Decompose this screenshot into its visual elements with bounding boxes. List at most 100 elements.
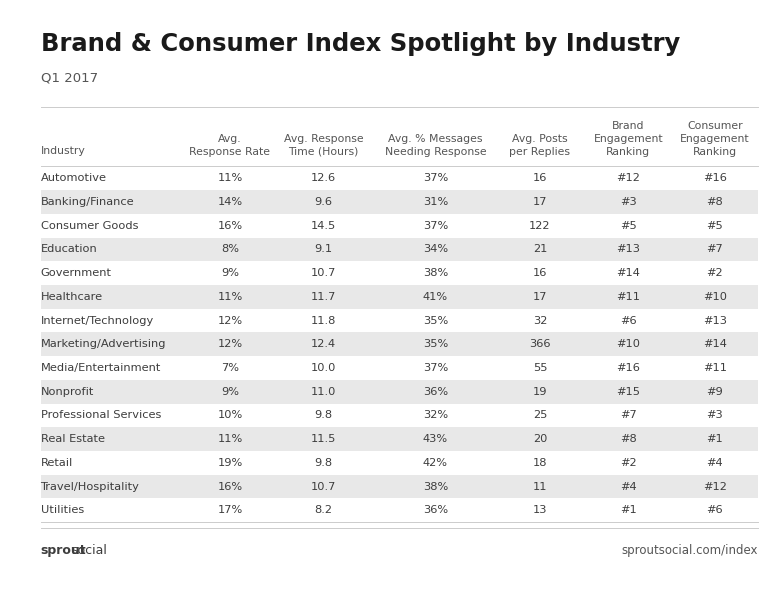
Text: social: social	[72, 544, 107, 557]
Text: #16: #16	[703, 173, 727, 183]
Text: #1: #1	[707, 434, 723, 444]
Text: 20: 20	[533, 434, 548, 444]
Text: Consumer Goods: Consumer Goods	[41, 221, 138, 231]
Text: 9.8: 9.8	[314, 458, 333, 468]
Text: sproutsocial.com/index: sproutsocial.com/index	[622, 544, 758, 557]
Text: sprout: sprout	[41, 544, 86, 557]
Text: 11: 11	[533, 481, 548, 491]
Text: Nonprofit: Nonprofit	[41, 386, 94, 396]
Text: 8.2: 8.2	[314, 505, 332, 515]
Text: 8%: 8%	[221, 244, 239, 254]
Text: 16%: 16%	[218, 221, 243, 231]
Text: 7%: 7%	[221, 363, 239, 373]
Text: 11.0: 11.0	[311, 386, 336, 396]
Text: 55: 55	[533, 363, 548, 373]
Text: #3: #3	[707, 411, 723, 421]
Text: #14: #14	[703, 339, 727, 349]
Text: 11%: 11%	[218, 434, 243, 444]
Text: #14: #14	[616, 268, 640, 278]
Text: Banking/Finance: Banking/Finance	[41, 197, 134, 207]
Text: #5: #5	[620, 221, 636, 231]
Text: 11%: 11%	[218, 173, 243, 183]
Text: 10%: 10%	[218, 411, 243, 421]
Text: 9.6: 9.6	[314, 197, 332, 207]
Text: 366: 366	[530, 339, 551, 349]
Text: 36%: 36%	[423, 386, 448, 396]
Text: 43%: 43%	[423, 434, 448, 444]
Text: 16%: 16%	[218, 481, 243, 491]
Text: #15: #15	[616, 386, 640, 396]
Text: #7: #7	[707, 244, 723, 254]
Text: 38%: 38%	[423, 268, 448, 278]
Text: 11.7: 11.7	[311, 292, 336, 302]
Text: 10.7: 10.7	[311, 268, 336, 278]
Text: 11.5: 11.5	[311, 434, 336, 444]
Text: Industry: Industry	[41, 146, 85, 156]
Text: 9.1: 9.1	[314, 244, 333, 254]
Text: 9%: 9%	[221, 268, 239, 278]
Text: 12.4: 12.4	[311, 339, 336, 349]
Text: 37%: 37%	[423, 173, 448, 183]
Text: 14%: 14%	[218, 197, 243, 207]
Text: Travel/Hospitality: Travel/Hospitality	[41, 481, 140, 491]
Text: 9.8: 9.8	[314, 411, 333, 421]
Text: 19: 19	[533, 386, 548, 396]
Text: 9%: 9%	[221, 386, 239, 396]
Text: 16: 16	[533, 268, 548, 278]
Text: #8: #8	[707, 197, 723, 207]
Text: #5: #5	[707, 221, 723, 231]
Text: 16: 16	[533, 173, 548, 183]
Text: 25: 25	[533, 411, 548, 421]
Text: #9: #9	[707, 386, 723, 396]
Text: #12: #12	[703, 481, 727, 491]
Text: 41%: 41%	[423, 292, 448, 302]
Text: #10: #10	[616, 339, 640, 349]
Text: Brand & Consumer Index Spotlight by Industry: Brand & Consumer Index Spotlight by Indu…	[41, 32, 680, 57]
Text: #2: #2	[707, 268, 723, 278]
Text: 12.6: 12.6	[311, 173, 336, 183]
Text: Healthcare: Healthcare	[41, 292, 103, 302]
Text: Avg. Posts
per Replies: Avg. Posts per Replies	[509, 134, 570, 157]
Text: 32: 32	[533, 316, 548, 326]
Text: 19%: 19%	[218, 458, 243, 468]
Text: Avg.
Response Rate: Avg. Response Rate	[190, 134, 271, 157]
Text: Avg. Response
Time (Hours): Avg. Response Time (Hours)	[284, 134, 363, 157]
Text: #16: #16	[616, 363, 640, 373]
Text: 21: 21	[533, 244, 548, 254]
Text: #1: #1	[620, 505, 636, 515]
Text: #11: #11	[703, 363, 727, 373]
Text: Internet/Technology: Internet/Technology	[41, 316, 154, 326]
Text: 122: 122	[530, 221, 551, 231]
Text: Brand
Engagement
Ranking: Brand Engagement Ranking	[594, 122, 663, 157]
Text: Marketing/Advertising: Marketing/Advertising	[41, 339, 166, 349]
Text: #13: #13	[703, 316, 727, 326]
Text: 17%: 17%	[218, 505, 243, 515]
Text: Government: Government	[41, 268, 112, 278]
Text: #12: #12	[616, 173, 640, 183]
Text: #6: #6	[707, 505, 723, 515]
Text: 12%: 12%	[218, 316, 243, 326]
Text: #11: #11	[616, 292, 640, 302]
Text: Professional Services: Professional Services	[41, 411, 161, 421]
Text: #4: #4	[620, 481, 636, 491]
Text: 32%: 32%	[423, 411, 448, 421]
Text: 34%: 34%	[423, 244, 448, 254]
Text: 37%: 37%	[423, 221, 448, 231]
Text: Utilities: Utilities	[41, 505, 83, 515]
Text: Real Estate: Real Estate	[41, 434, 105, 444]
Text: #8: #8	[620, 434, 636, 444]
Text: #10: #10	[703, 292, 727, 302]
Text: #7: #7	[620, 411, 636, 421]
Text: 12%: 12%	[218, 339, 243, 349]
Text: Education: Education	[41, 244, 98, 254]
Text: 18: 18	[533, 458, 548, 468]
Text: 31%: 31%	[423, 197, 448, 207]
Text: 37%: 37%	[423, 363, 448, 373]
Text: 10.7: 10.7	[311, 481, 336, 491]
Text: #4: #4	[707, 458, 723, 468]
Text: 11%: 11%	[218, 292, 243, 302]
Text: #6: #6	[620, 316, 636, 326]
Text: #3: #3	[620, 197, 636, 207]
Text: Media/Entertainment: Media/Entertainment	[41, 363, 161, 373]
Text: Consumer
Engagement
Ranking: Consumer Engagement Ranking	[680, 122, 750, 157]
